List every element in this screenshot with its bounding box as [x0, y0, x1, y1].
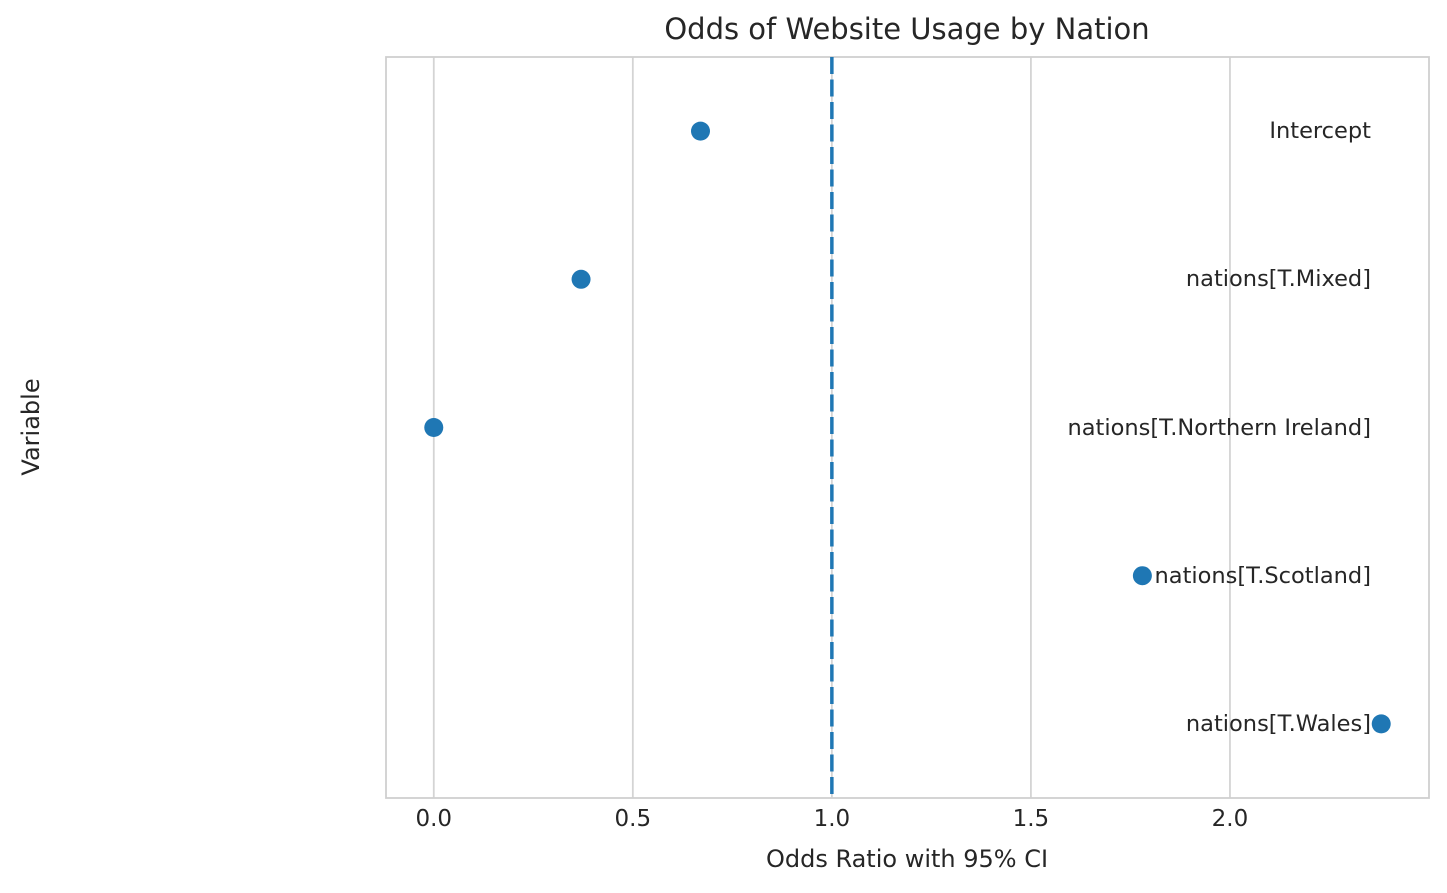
x-tick-label: 0.0	[415, 806, 453, 832]
x-tick-label: 2.0	[1211, 806, 1249, 832]
x-tick-label: 1.5	[1012, 806, 1050, 832]
x-axis-label: Odds Ratio with 95% CI	[765, 845, 1049, 873]
data-point-nations-t-scotland	[1132, 566, 1152, 586]
plot-border	[385, 56, 1430, 799]
y-axis-label: Variable	[17, 378, 45, 476]
x-tick-label: 0.5	[614, 806, 652, 832]
y-tick-label: nations[T.Mixed]	[1185, 266, 1371, 293]
y-tick-label: nations[T.Wales]	[1185, 710, 1371, 737]
data-point-nations-t-mixed	[571, 269, 591, 289]
data-point-intercept	[690, 121, 710, 141]
x-tick-label: 1.0	[813, 806, 851, 832]
y-tick-label: nations[T.Northern Ireland]	[1067, 414, 1371, 441]
data-point-nations-t-wales	[1371, 714, 1391, 734]
y-tick-label: Intercept	[1269, 118, 1371, 145]
plot-background	[386, 57, 1429, 798]
chart-title: Odds of Website Usage by Nation	[664, 12, 1150, 46]
data-point-nations-t-northern-ireland	[424, 418, 444, 437]
y-tick-label: nations[T.Scotland]	[1154, 562, 1371, 589]
